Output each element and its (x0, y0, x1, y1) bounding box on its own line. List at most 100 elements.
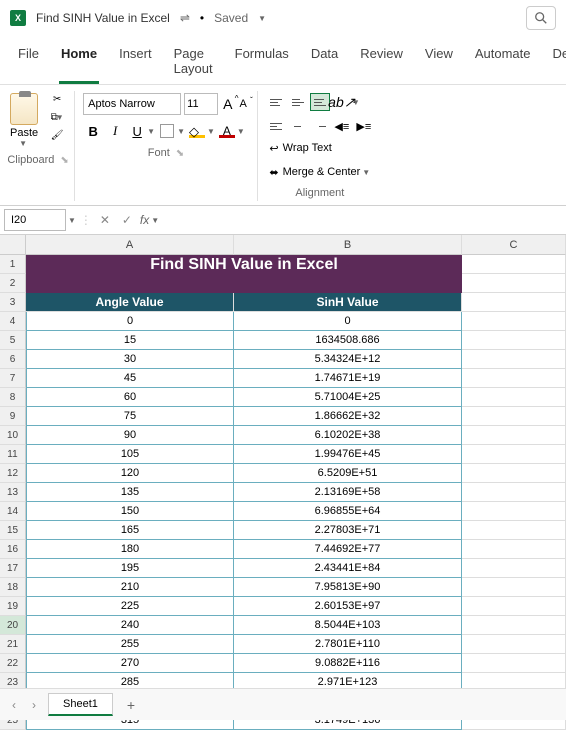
dialog-launcher[interactable]: ⬊ (176, 148, 184, 159)
ribbon-tab-view[interactable]: View (423, 42, 455, 84)
increase-indent-button[interactable]: ▶≡ (354, 117, 374, 135)
font-name-select[interactable] (83, 93, 181, 115)
cell[interactable] (462, 578, 566, 597)
ribbon-tab-insert[interactable]: Insert (117, 42, 154, 84)
bold-button[interactable]: B (83, 121, 103, 141)
saved-status[interactable]: Saved (214, 11, 248, 25)
row-header[interactable]: 17 (0, 559, 26, 578)
data-cell[interactable]: 2.60153E+97 (234, 597, 462, 616)
data-cell[interactable]: 7.44692E+77 (234, 540, 462, 559)
ribbon-tab-review[interactable]: Review (358, 42, 405, 84)
search-button[interactable] (526, 6, 556, 30)
row-header[interactable]: 9 (0, 407, 26, 426)
data-cell[interactable]: 1.86662E+32 (234, 407, 462, 426)
next-sheet-button[interactable]: › (28, 696, 40, 714)
ribbon-tab-data[interactable]: Data (309, 42, 340, 84)
cell[interactable] (462, 312, 566, 331)
row-header[interactable]: 1 (0, 255, 26, 274)
data-cell[interactable]: 60 (26, 388, 234, 407)
row-header[interactable]: 5 (0, 331, 26, 350)
decrease-indent-button[interactable]: ◀≡ (332, 117, 352, 135)
merge-center-button[interactable]: ⬌Merge & Center▼ (265, 161, 374, 183)
cell[interactable] (462, 521, 566, 540)
data-cell[interactable]: 135 (26, 483, 234, 502)
data-cell[interactable]: 5.71004E+25 (234, 388, 462, 407)
row-header[interactable]: 10 (0, 426, 26, 445)
data-cell[interactable]: 1.74671E+19 (234, 369, 462, 388)
align-bottom-button[interactable] (310, 93, 330, 111)
data-cell[interactable]: 1.99476E+45 (234, 445, 462, 464)
cell[interactable] (462, 483, 566, 502)
align-right-button[interactable] (310, 117, 330, 135)
sheet-title[interactable]: Find SINH Value in Excel (26, 255, 462, 274)
row-header[interactable]: 7 (0, 369, 26, 388)
cell[interactable] (462, 502, 566, 521)
data-cell[interactable]: 75 (26, 407, 234, 426)
select-all-corner[interactable] (0, 235, 26, 255)
cell[interactable] (462, 293, 566, 312)
cell[interactable] (462, 597, 566, 616)
data-cell[interactable]: 2.7801E+110 (234, 635, 462, 654)
row-header[interactable]: 4 (0, 312, 26, 331)
col-header[interactable]: C (462, 235, 566, 255)
increase-font-button[interactable]: A^ (221, 96, 234, 112)
data-cell[interactable]: 7.95813E+90 (234, 578, 462, 597)
data-cell[interactable]: 6.96855E+64 (234, 502, 462, 521)
copy-button[interactable]: ⧉▼ (44, 109, 70, 125)
underline-button[interactable]: U (127, 121, 147, 141)
row-header[interactable]: 6 (0, 350, 26, 369)
prev-sheet-button[interactable]: ‹ (8, 696, 20, 714)
row-header[interactable]: 2 (0, 274, 26, 293)
align-top-button[interactable] (266, 93, 286, 111)
data-cell[interactable]: 0 (234, 312, 462, 331)
align-left-button[interactable] (266, 117, 286, 135)
cell[interactable] (462, 616, 566, 635)
fx-button[interactable]: fx (140, 213, 149, 227)
cell[interactable] (462, 388, 566, 407)
ribbon-tab-home[interactable]: Home (59, 42, 99, 84)
data-cell[interactable]: 5.34324E+12 (234, 350, 462, 369)
cell[interactable] (462, 445, 566, 464)
row-header[interactable]: 14 (0, 502, 26, 521)
data-cell[interactable]: 150 (26, 502, 234, 521)
name-box[interactable] (4, 209, 66, 231)
data-cell[interactable]: 270 (26, 654, 234, 673)
cell[interactable] (462, 255, 566, 274)
data-cell[interactable]: 180 (26, 540, 234, 559)
cell[interactable] (462, 274, 566, 293)
data-cell[interactable]: 165 (26, 521, 234, 540)
row-header[interactable]: 11 (0, 445, 26, 464)
data-cell[interactable]: 255 (26, 635, 234, 654)
row-header[interactable]: 16 (0, 540, 26, 559)
row-header[interactable]: 15 (0, 521, 26, 540)
data-cell[interactable]: 8.5044E+103 (234, 616, 462, 635)
orientation-button[interactable]: ab↗ (332, 93, 352, 111)
data-cell[interactable]: 210 (26, 578, 234, 597)
cancel-formula-button[interactable]: ✕ (96, 213, 114, 227)
fill-color-button[interactable]: ◇ (187, 121, 207, 141)
ribbon-tab-file[interactable]: File (16, 42, 41, 84)
cell[interactable] (462, 635, 566, 654)
font-color-button[interactable]: A (217, 121, 237, 141)
cell[interactable] (462, 426, 566, 445)
data-cell[interactable]: 30 (26, 350, 234, 369)
data-cell[interactable]: 45 (26, 369, 234, 388)
col-header[interactable]: A (26, 235, 234, 255)
wrap-text-button[interactable]: ↩Wrap Text (265, 137, 374, 159)
cell[interactable] (462, 540, 566, 559)
cell[interactable] (462, 464, 566, 483)
paste-button[interactable]: Paste ▼ (6, 91, 42, 150)
accept-formula-button[interactable]: ✓ (118, 213, 136, 227)
cell[interactable] (462, 369, 566, 388)
decrease-font-button[interactable]: Aˇ (237, 98, 248, 110)
row-header[interactable]: 13 (0, 483, 26, 502)
ribbon-tab-automate[interactable]: Automate (473, 42, 533, 84)
data-cell[interactable]: 90 (26, 426, 234, 445)
row-header[interactable]: 21 (0, 635, 26, 654)
cell[interactable] (462, 331, 566, 350)
row-header[interactable]: 20 (0, 616, 26, 635)
dialog-launcher[interactable]: ⬊ (60, 155, 68, 166)
row-header[interactable]: 8 (0, 388, 26, 407)
data-cell[interactable]: 2.43441E+84 (234, 559, 462, 578)
chevron-down-icon[interactable]: ▼ (68, 216, 76, 225)
